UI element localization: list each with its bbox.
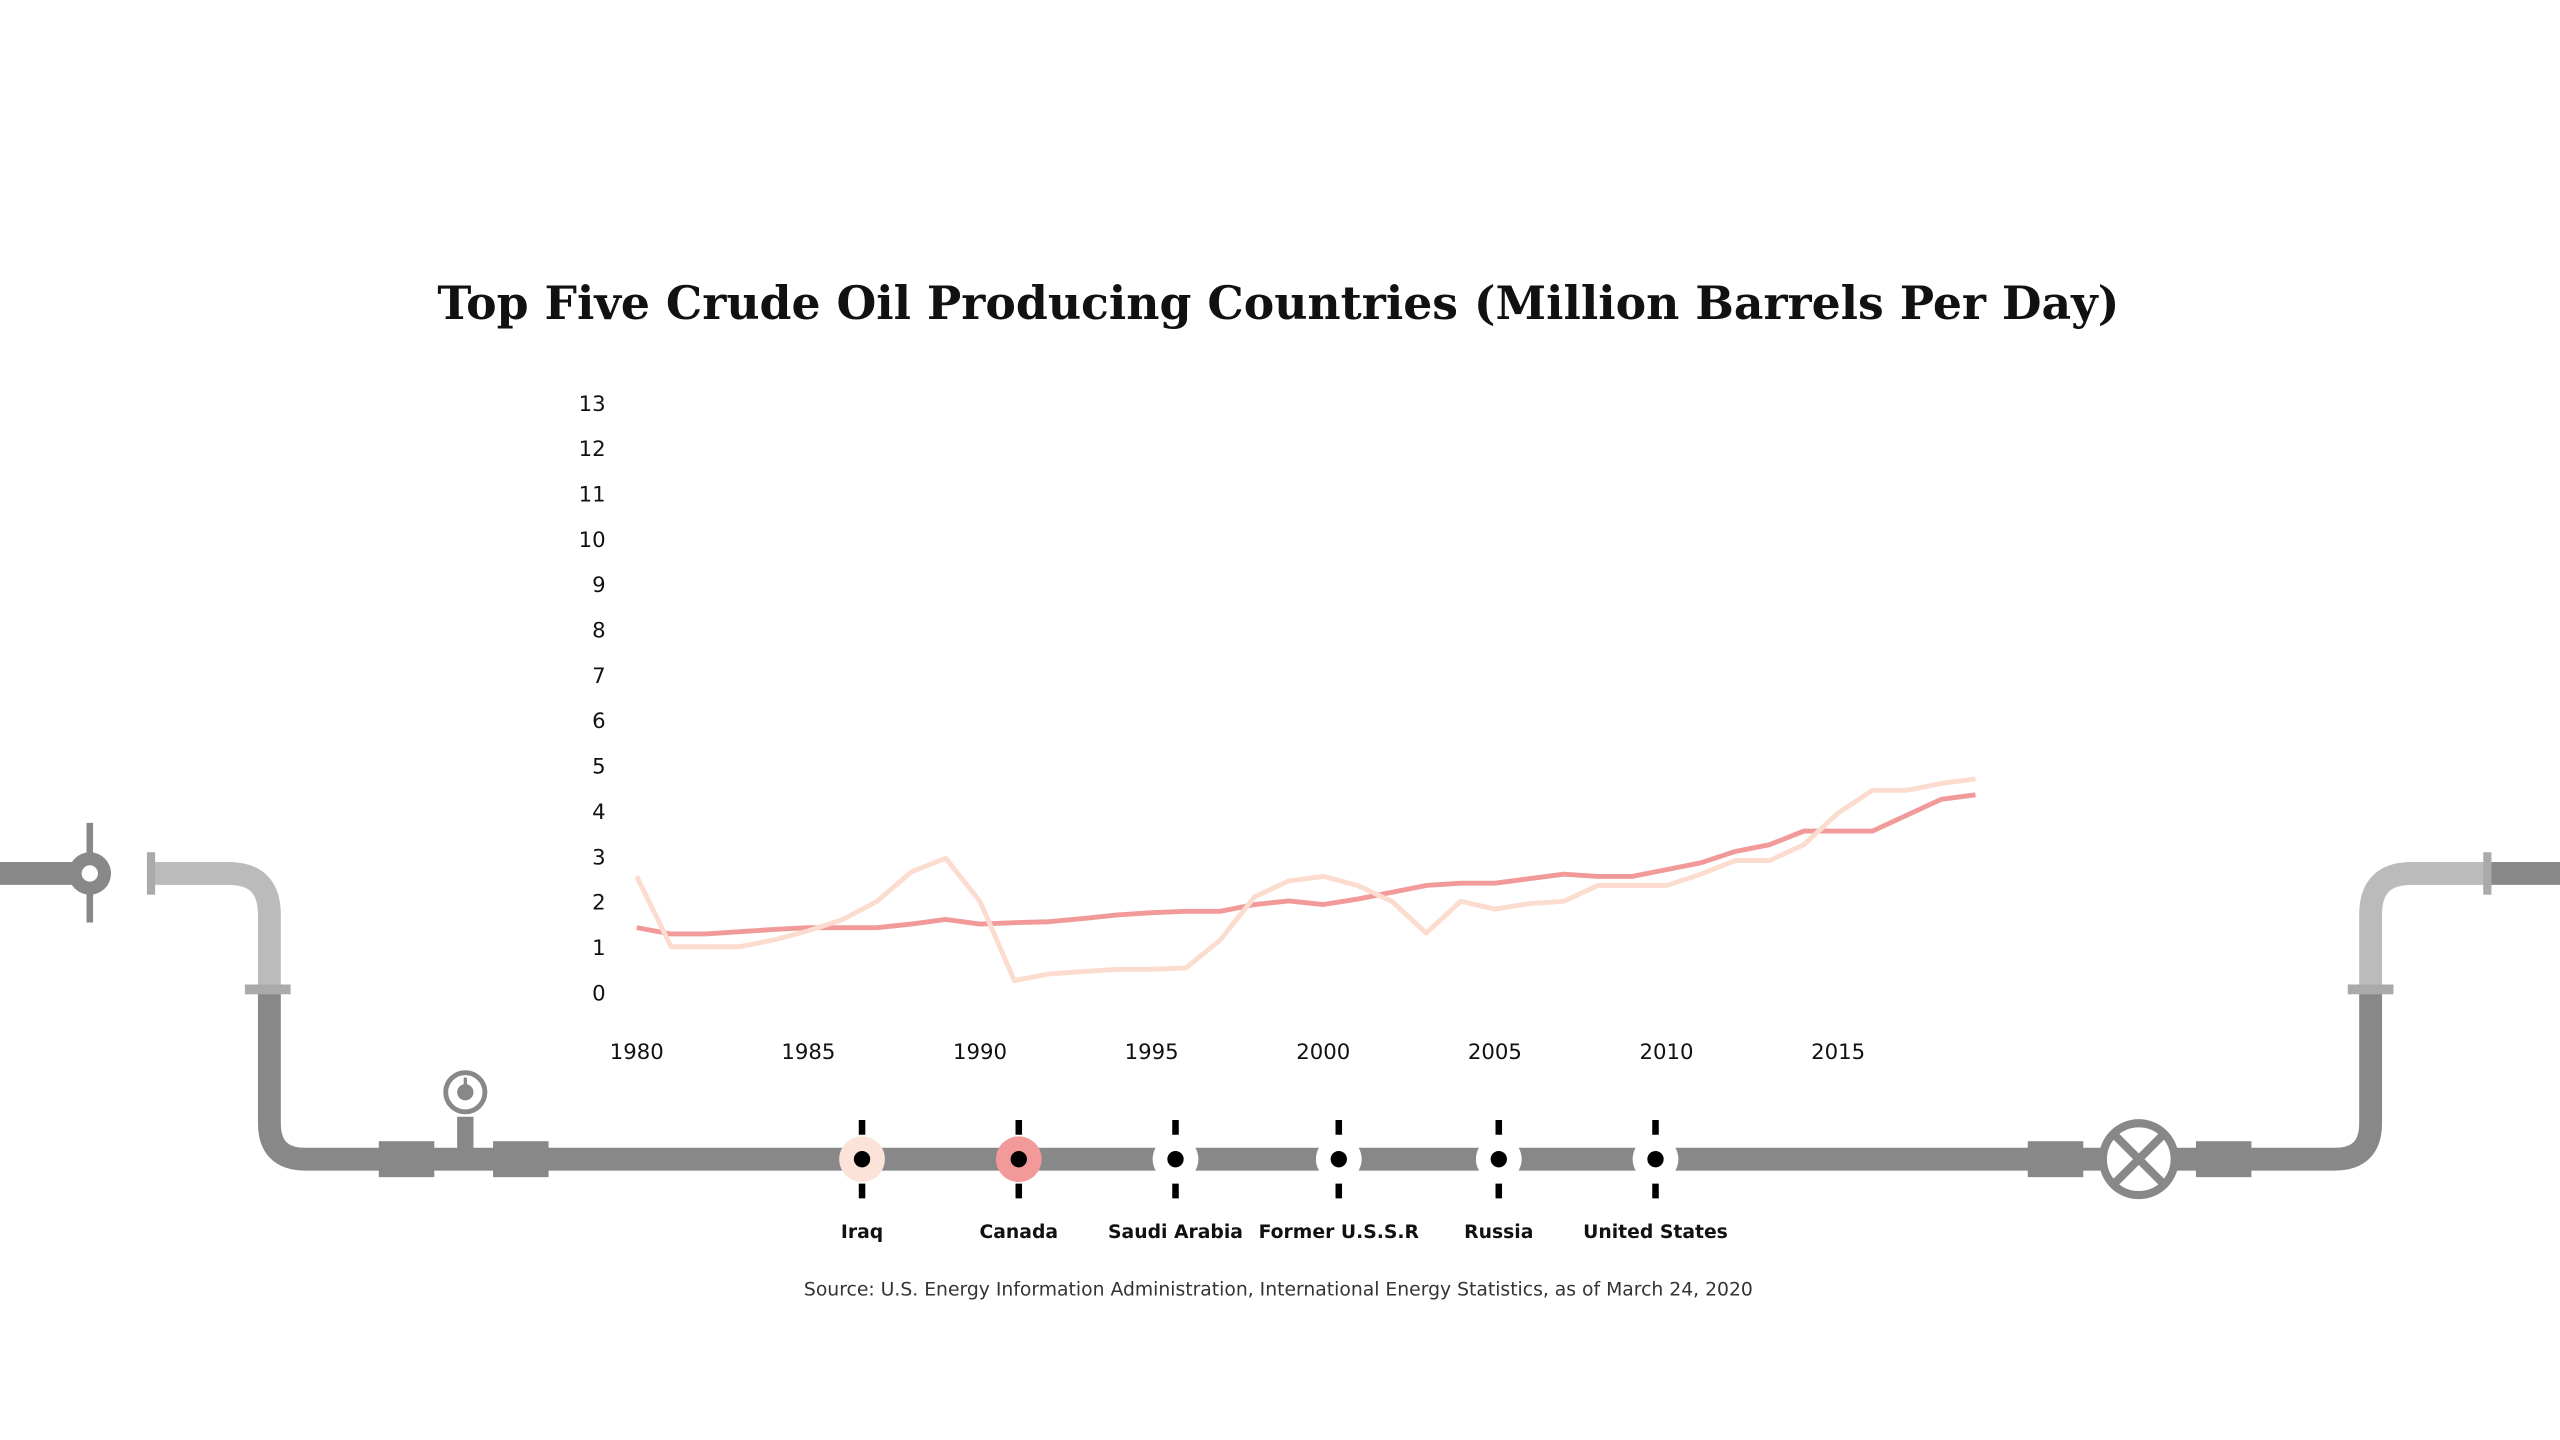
x-tick-label: 2005 <box>1468 1040 1522 1065</box>
pipeline <box>0 822 2560 1200</box>
x-tick-label: 1995 <box>1125 1040 1179 1065</box>
y-tick-label: 4 <box>592 800 606 825</box>
legend-dot <box>1490 1151 1507 1168</box>
legend-label: Iraq <box>841 1222 883 1243</box>
y-tick-label: 1 <box>592 936 606 961</box>
legend-dot <box>1010 1151 1027 1168</box>
source: Source: U.S. Energy Information Administ… <box>804 1279 1753 1300</box>
legend-dot <box>1330 1151 1347 1168</box>
series-line <box>636 792 1976 937</box>
y-tick-label: 11 <box>579 483 606 508</box>
legend-dot <box>1647 1151 1664 1168</box>
legend-label: Russia <box>1464 1222 1533 1243</box>
legend-dot <box>1167 1151 1184 1168</box>
y-tick-label: 9 <box>592 573 606 598</box>
chart-title: Top Five Crude Oil Producing Countries (… <box>437 276 2119 330</box>
y-tick-label: 8 <box>592 619 606 644</box>
y-tick-label: 0 <box>592 981 606 1006</box>
legend-label: Canada <box>979 1222 1058 1243</box>
y-tick-label: 5 <box>592 755 606 780</box>
y-tick-label: 7 <box>592 664 606 689</box>
x-tick-label: 1980 <box>610 1040 664 1065</box>
x-tick-label: 2010 <box>1640 1040 1694 1065</box>
legend-label: Saudi Arabia <box>1108 1222 1243 1243</box>
y-tick-label: 12 <box>579 437 606 462</box>
y-tick-label: 6 <box>592 709 606 734</box>
y-tick-label: 2 <box>592 891 606 916</box>
x-tick-label: 2000 <box>1296 1040 1350 1065</box>
legend-label: United States <box>1583 1222 1728 1243</box>
y-tick-label: 13 <box>579 392 606 417</box>
x-tick-label: 1990 <box>953 1040 1007 1065</box>
legend-label: Former U.S.S.R <box>1259 1222 1420 1243</box>
y-tick-label: 10 <box>579 528 606 553</box>
x-tick-label: 2015 <box>1811 1040 1865 1065</box>
x-tick-label: 1985 <box>781 1040 835 1065</box>
legend-dot <box>853 1151 871 1168</box>
series-line <box>634 776 1976 984</box>
y-tick-label: 3 <box>592 845 606 870</box>
